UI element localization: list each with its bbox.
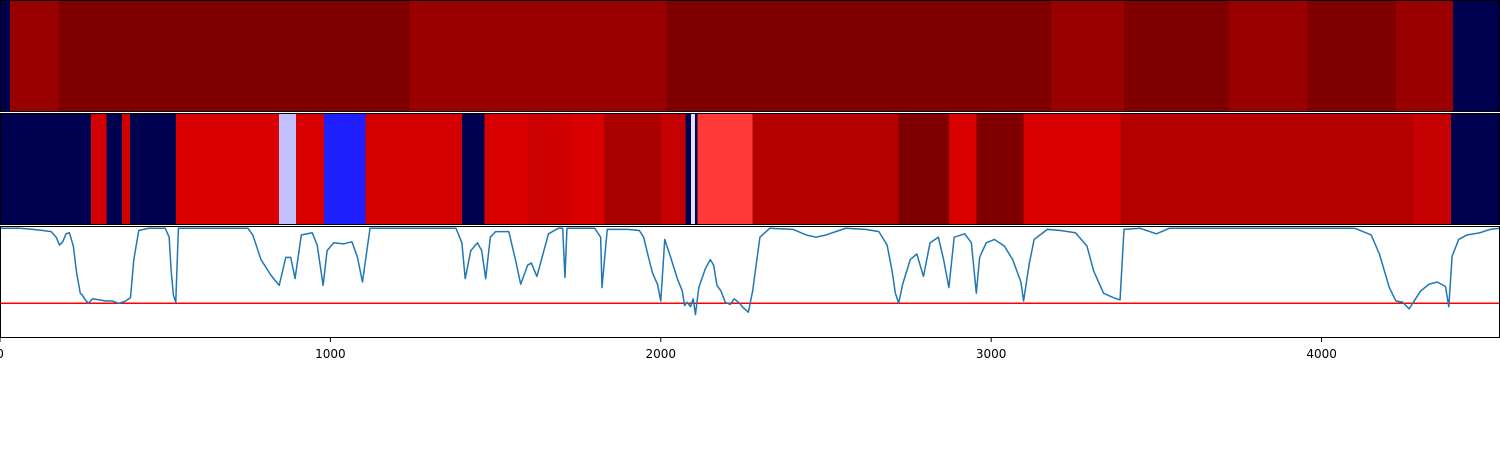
heatmap-cell <box>1307 0 1397 112</box>
heatmap-cell <box>0 0 11 112</box>
heatmap-cell <box>130 113 177 225</box>
heatmap-cell <box>752 113 900 225</box>
line-plot-background <box>0 226 1500 338</box>
heatmap-cell <box>1413 113 1452 225</box>
x-tick-label: 1000 <box>315 347 346 361</box>
heatmap-cell <box>694 113 699 225</box>
heatmap-cell <box>324 113 367 225</box>
heatmap-cell <box>527 113 549 225</box>
heatmap-cell <box>279 113 297 225</box>
line-plot-panel <box>0 226 1500 338</box>
heatmap-cell <box>462 113 485 225</box>
heatmap-cell <box>976 113 1025 225</box>
x-tick-label: 4000 <box>1306 347 1337 361</box>
heatmap-cell <box>9 0 60 112</box>
heatmap-cell <box>685 113 692 225</box>
x-tick-label: 0 <box>0 347 4 361</box>
heatmap-cell <box>1395 0 1454 112</box>
heatmap-cell <box>572 113 605 225</box>
heatmap-top-strip <box>0 0 1500 112</box>
heatmap-cell <box>484 113 529 225</box>
heatmap-cell <box>365 113 463 225</box>
heatmap-middle-strip <box>0 113 1500 225</box>
heatmap-cell <box>1051 0 1125 112</box>
heatmap-cell <box>691 113 696 225</box>
x-tick-label: 2000 <box>646 347 677 361</box>
heatmap-cell <box>1120 113 1414 225</box>
heatmap-cell <box>660 113 687 225</box>
heatmap-cell <box>409 0 668 112</box>
heatmap-cell <box>1451 113 1500 225</box>
heatmap-cell <box>0 113 92 225</box>
heatmap-cell <box>666 0 1053 112</box>
heatmap-cell <box>548 113 573 225</box>
heatmap-cell <box>697 113 754 225</box>
heatmap-cell <box>898 113 950 225</box>
heatmap-cell <box>603 113 662 225</box>
heatmap-cell <box>1453 0 1500 112</box>
x-axis: 0 1000 2000 3000 4000 <box>0 338 1337 361</box>
heatmap-cell <box>1023 113 1122 225</box>
heatmap-cell <box>296 113 325 225</box>
heatmap-cell <box>1229 0 1308 112</box>
heatmap-cell <box>1124 0 1230 112</box>
heatmap-cell <box>121 113 131 225</box>
series-line <box>0 227 1500 316</box>
heatmap-cell <box>90 113 107 225</box>
x-tick-label: 3000 <box>976 347 1007 361</box>
heatmap-cell <box>175 113 280 225</box>
heatmap-cell <box>948 113 977 225</box>
heatmap-cell <box>106 113 123 225</box>
heatmap-cell <box>58 0 411 112</box>
